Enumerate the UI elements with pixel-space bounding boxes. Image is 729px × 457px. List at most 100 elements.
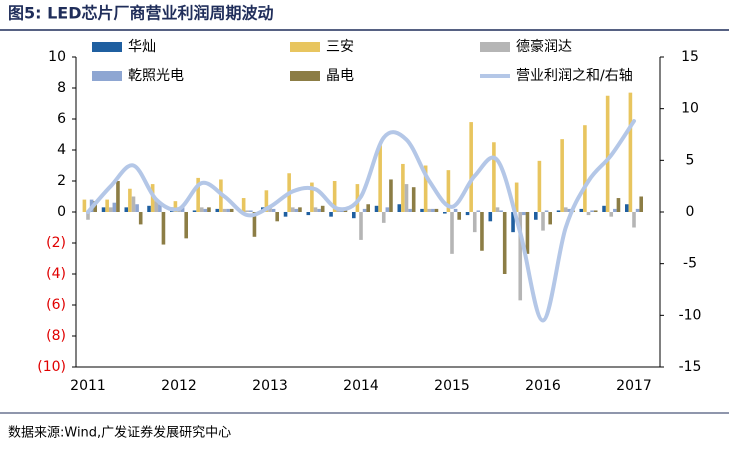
bar bbox=[216, 209, 220, 212]
bar bbox=[545, 210, 549, 212]
bar bbox=[538, 161, 542, 212]
bar bbox=[590, 210, 594, 212]
bar bbox=[109, 207, 113, 212]
bar bbox=[321, 206, 325, 212]
bar bbox=[503, 212, 507, 274]
bar bbox=[405, 184, 409, 212]
y-tick-label: 6 bbox=[57, 111, 66, 127]
bar bbox=[128, 189, 132, 212]
bar bbox=[435, 209, 439, 212]
bar bbox=[457, 212, 461, 220]
bar bbox=[583, 125, 587, 212]
bar bbox=[207, 207, 211, 212]
bar bbox=[602, 206, 606, 212]
bar bbox=[147, 206, 151, 212]
bar bbox=[606, 96, 610, 212]
bar bbox=[329, 212, 333, 217]
bar bbox=[366, 204, 370, 212]
bar bbox=[314, 207, 318, 212]
y2-tick-label: 10 bbox=[681, 101, 699, 117]
bar bbox=[477, 210, 481, 212]
bar bbox=[466, 212, 470, 215]
bar bbox=[359, 212, 363, 240]
bar bbox=[204, 209, 208, 212]
source: 数据来源:Wind,广发证券发展研究中心 bbox=[8, 425, 231, 441]
y2-tick-label: -10 bbox=[679, 307, 702, 323]
bar bbox=[522, 212, 526, 215]
bar bbox=[378, 145, 382, 212]
y-tick-label: (4) bbox=[46, 266, 66, 282]
bar bbox=[295, 209, 299, 212]
legend-label: 乾照光电 bbox=[128, 68, 184, 84]
y-tick-label: 0 bbox=[57, 204, 66, 220]
bar bbox=[242, 198, 246, 212]
bar bbox=[113, 203, 117, 212]
bar bbox=[389, 179, 393, 212]
bar bbox=[450, 212, 454, 254]
bar bbox=[272, 209, 276, 212]
legend-label: 德豪润达 bbox=[516, 39, 572, 55]
bar bbox=[102, 207, 106, 212]
bar bbox=[226, 209, 230, 212]
bar bbox=[317, 209, 321, 212]
x-tick-label: 2017 bbox=[616, 378, 652, 394]
bar bbox=[83, 200, 87, 212]
legend-swatch bbox=[480, 42, 510, 52]
bar bbox=[636, 209, 640, 212]
bar bbox=[534, 212, 538, 220]
bar bbox=[307, 212, 311, 215]
bar bbox=[139, 212, 143, 224]
legend-swatch bbox=[290, 42, 320, 52]
bar bbox=[193, 210, 197, 212]
bar bbox=[135, 204, 139, 212]
bar bbox=[375, 206, 379, 212]
bar bbox=[594, 210, 598, 212]
bar bbox=[284, 212, 288, 217]
bar bbox=[564, 207, 568, 212]
y2-tick-label: -15 bbox=[679, 359, 702, 375]
bar bbox=[560, 139, 564, 212]
x-tick-label: 2016 bbox=[525, 378, 561, 394]
bar bbox=[386, 207, 390, 212]
y-tick-label: (8) bbox=[46, 328, 66, 344]
y2-tick-label: 5 bbox=[686, 152, 695, 168]
bar bbox=[639, 197, 643, 213]
legend-swatch bbox=[92, 71, 122, 81]
bar bbox=[473, 212, 477, 232]
bar bbox=[492, 142, 496, 212]
x-tick-label: 2013 bbox=[252, 378, 288, 394]
bar bbox=[382, 212, 386, 223]
legend-label: 晶电 bbox=[326, 68, 354, 84]
bar bbox=[162, 212, 166, 245]
x-tick-label: 2011 bbox=[70, 378, 106, 394]
bar bbox=[632, 212, 636, 228]
bar bbox=[469, 122, 473, 212]
x-tick-label: 2012 bbox=[161, 378, 197, 394]
bar bbox=[625, 204, 629, 212]
bar bbox=[541, 212, 545, 231]
bar bbox=[617, 198, 621, 212]
y-tick-label: (6) bbox=[46, 297, 66, 313]
bar bbox=[454, 209, 458, 212]
bar bbox=[132, 197, 136, 213]
bar bbox=[398, 204, 402, 212]
bar bbox=[580, 209, 584, 212]
y-tick-label: 4 bbox=[57, 142, 66, 158]
bar bbox=[609, 212, 613, 217]
bar bbox=[587, 212, 591, 215]
bar bbox=[408, 209, 412, 212]
bar bbox=[526, 212, 530, 254]
y-tick-label: 2 bbox=[57, 173, 66, 189]
bar bbox=[489, 212, 493, 221]
legend-label: 华灿 bbox=[128, 39, 156, 55]
bar bbox=[125, 207, 129, 212]
chart-title: 图5: LED芯片厂商营业利润周期波动 bbox=[8, 4, 274, 23]
bar bbox=[249, 210, 253, 212]
bar bbox=[184, 212, 188, 238]
y-tick-label: (10) bbox=[37, 359, 66, 375]
bar bbox=[401, 164, 405, 212]
legend-label: 营业利润之和/右轴 bbox=[516, 68, 633, 84]
bar bbox=[291, 207, 295, 212]
bar bbox=[116, 181, 120, 212]
y2-tick-label: -5 bbox=[683, 256, 697, 272]
